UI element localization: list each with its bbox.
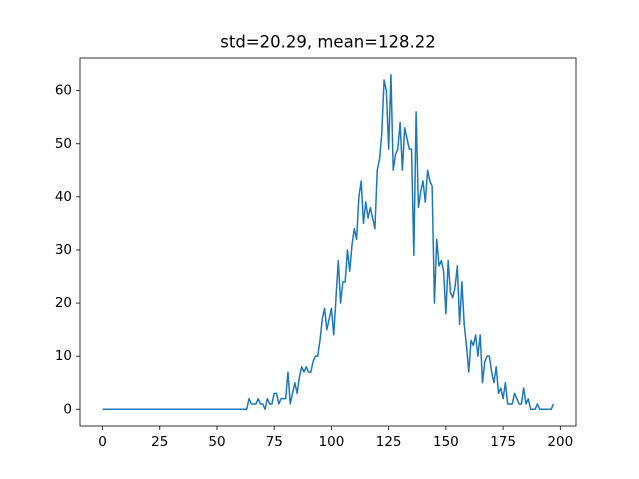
- y-tick-label: 40: [55, 189, 72, 205]
- x-tick-label: 0: [98, 434, 107, 450]
- x-tick-label: 125: [376, 434, 402, 450]
- x-tick-label: 25: [151, 434, 168, 450]
- y-tick-label: 30: [55, 242, 72, 258]
- x-tick-label: 50: [208, 434, 225, 450]
- x-tick-label: 100: [319, 434, 345, 450]
- y-tick-label: 10: [55, 348, 72, 364]
- y-tick-label: 50: [55, 136, 72, 152]
- chart-title: std=20.29, mean=128.22: [220, 33, 435, 52]
- data-line: [102, 73, 555, 411]
- axes-frame: [79, 57, 577, 427]
- y-tick-label: 0: [63, 401, 72, 417]
- x-tick-label: 75: [266, 434, 283, 450]
- y-tick-label: 60: [55, 83, 72, 99]
- x-tick-label: 150: [433, 434, 459, 450]
- x-tick-label: 175: [490, 434, 516, 450]
- x-tick-label: 200: [547, 434, 573, 450]
- y-tick-label: 20: [55, 295, 72, 311]
